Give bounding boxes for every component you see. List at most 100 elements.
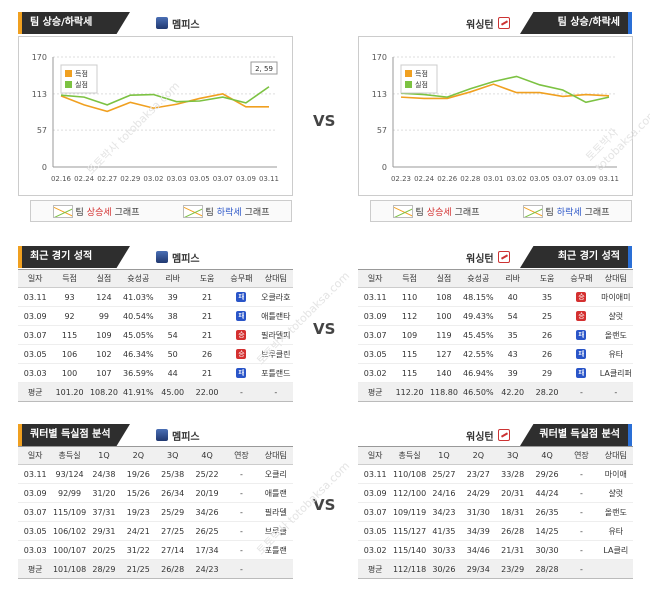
column-header: 슛성공	[461, 269, 496, 288]
table-cell: 115/127	[392, 521, 427, 541]
column-header: 일자	[18, 446, 53, 465]
x-tick-label: 02.26	[437, 175, 458, 183]
washington-logo-icon	[497, 429, 510, 441]
table-cell: 23/29	[495, 559, 530, 579]
table-cell: 107	[86, 363, 122, 383]
table-cell: 26/28	[495, 521, 530, 541]
table-cell: -	[224, 559, 259, 579]
away-trend-chart: 170 113 57 0 02.23 02.24 02.26 02.28 03.01 03.02 0…	[358, 36, 633, 196]
table-row: 03.07 109/119 34/23 31/30 18/31 26/35- 올랜도	[358, 502, 633, 522]
legend-down-prefix: 팀	[545, 207, 554, 218]
table-cell: 03.09	[18, 306, 53, 326]
series-line	[60, 86, 270, 106]
table-cell: 115	[52, 325, 87, 345]
table-cell: 03.11	[358, 464, 393, 484]
table-cell: 45.00	[155, 382, 190, 402]
vs-label-1: VS	[313, 112, 336, 130]
x-tick-label: 02.27	[97, 175, 117, 183]
column-header: 총득실	[392, 446, 427, 465]
table-cell: 브루클린	[258, 344, 293, 364]
table-row: 03.11 110/108 25/27 23/27 33/28 29/26- 마이애	[358, 464, 633, 484]
column-header: 실점	[426, 269, 462, 288]
table-cell: 39	[155, 287, 190, 307]
table-cell: 45.05%	[121, 325, 156, 345]
table-cell: 115/140	[392, 540, 427, 560]
table-cell: -	[224, 540, 259, 560]
result-badge-cell: 승	[564, 287, 599, 307]
table-cell: 23/27	[461, 464, 496, 484]
table-cell: 119	[426, 325, 462, 345]
table-cell: 29/31	[86, 521, 122, 541]
table-cell: -	[564, 521, 599, 541]
table-cell: 34/23	[426, 502, 462, 522]
table-cell: 33/28	[495, 464, 530, 484]
table-cell: 92/99	[52, 483, 87, 503]
home-trend-chart: 170 113 57 0 02.16 02.24 02.27 02.29 03.02 03.03 0…	[18, 36, 293, 196]
table-cell: -	[258, 382, 293, 402]
loss-badge: 패	[576, 330, 587, 340]
table-cell: 99	[86, 306, 122, 326]
loss-badge: 패	[236, 292, 247, 302]
table-row: 03.07 115/109 37/31 19/23 25/29 34/26- 필라델	[18, 502, 293, 522]
table-cell: 115	[392, 344, 427, 364]
table-cell: 31/30	[461, 502, 496, 522]
table-cell: 44	[155, 363, 190, 383]
table-cell: -	[564, 464, 599, 484]
x-tick-label: 03.11	[259, 175, 279, 183]
table-cell: 101/108	[52, 559, 87, 579]
home-team-label: 멤피스	[156, 12, 200, 34]
table-cell: 108	[426, 287, 462, 307]
table-cell: 26/34	[155, 483, 190, 503]
table-cell: -	[598, 382, 633, 402]
table-cell: 유타	[598, 521, 633, 541]
table-cell: 30/30	[529, 540, 565, 560]
legend-swatch	[65, 81, 72, 88]
average-row: 평균 101/108 28/29 21/25 26/28 24/23-	[18, 559, 293, 579]
table-cell: 브루클	[258, 521, 293, 541]
table-cell: 108.20	[86, 382, 122, 402]
table-cell: 41.03%	[121, 287, 156, 307]
legend-down-prefix: 팀	[205, 207, 214, 218]
loss-badge: 패	[236, 368, 247, 378]
table-cell: 애틀랜	[258, 483, 293, 503]
average-row: 평균 101.20 108.20 41.91% 45.00 22.00- -	[18, 382, 293, 402]
loss-badge: 패	[576, 368, 587, 378]
legend-down-suffix: 그래프	[244, 207, 270, 218]
legend-up: 팀 상승세 그래프	[52, 204, 139, 218]
table-cell: 92	[52, 306, 87, 326]
column-header: 슛성공	[121, 269, 156, 288]
table-cell: 03.09	[18, 483, 53, 503]
table-cell: 39	[495, 363, 530, 383]
washington-logo-icon	[497, 17, 510, 29]
table-cell: 46.50%	[461, 382, 496, 402]
table-row: 03.11 110 108 48.15% 40 35 승 마이애미	[358, 287, 633, 307]
table-cell: 21/31	[495, 540, 530, 560]
table-header-row: 일자 득점 실점 슛성공 리바 도움 승무패 상대팀	[358, 269, 633, 288]
win-badge: 승	[576, 311, 587, 321]
home-legend-bar: 팀 상승세 그래프 팀 하락세 그래프	[30, 200, 292, 222]
x-tick-label: 03.09	[576, 175, 596, 183]
table-cell: 올랜도	[598, 325, 633, 345]
loss-badge: 패	[576, 349, 587, 359]
column-header: 승무패	[564, 269, 599, 288]
table-header-row: 일자 총득실 1Q 2Q 3Q 4Q 연장 상대팀	[358, 446, 633, 465]
table-cell: 29/34	[461, 559, 496, 579]
legend-up-word: 상승세	[86, 207, 112, 218]
left-recent-header: 최근 경기 성적	[18, 246, 130, 268]
table-cell: 127	[426, 344, 462, 364]
table-cell: 03.07	[358, 502, 393, 522]
away-legend-bar: 팀 상승세 그래프 팀 하락세 그래프	[370, 200, 632, 222]
x-tick-label: 02.29	[120, 175, 140, 183]
table-row: 03.05 115/127 41/35 34/39 26/28 14/25- 유타	[358, 521, 633, 541]
column-header: 3Q	[495, 446, 530, 465]
table-cell: -	[224, 382, 259, 402]
table-cell: 21/25	[121, 559, 156, 579]
legend-swatch	[65, 70, 72, 77]
table-cell: 50	[155, 344, 190, 364]
table-row: 03.09 112 100 49.43% 54 25 승 샬럿	[358, 306, 633, 326]
table-cell: 29	[529, 363, 565, 383]
home-team-label: 멤피스	[156, 246, 200, 268]
legend-swatch	[405, 70, 412, 77]
table-cell: 21	[189, 325, 225, 345]
table-cell: 26/25	[189, 521, 225, 541]
